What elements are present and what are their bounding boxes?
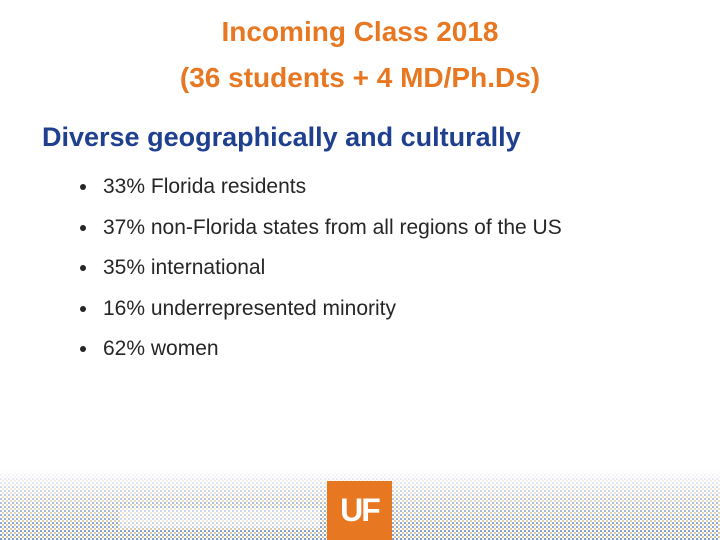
title-line: (36 students + 4 MD/Ph.Ds) [179,62,541,93]
heading: Diverse geographically and culturally [42,122,521,152]
logo: UF [327,481,392,540]
bullet-item: 33% Florida residents [78,172,562,213]
bullet-list: 33% Florida residents 37% non-Florida st… [78,172,562,375]
bullet-item: 35% international [78,253,562,294]
bullet-item: 62% women [78,334,562,375]
title-line: Incoming Class 2018 [221,16,499,47]
bullet-item: 37% non-Florida states from all regions … [78,213,562,254]
bullet-item: 16% underrepresented minority [78,294,562,335]
